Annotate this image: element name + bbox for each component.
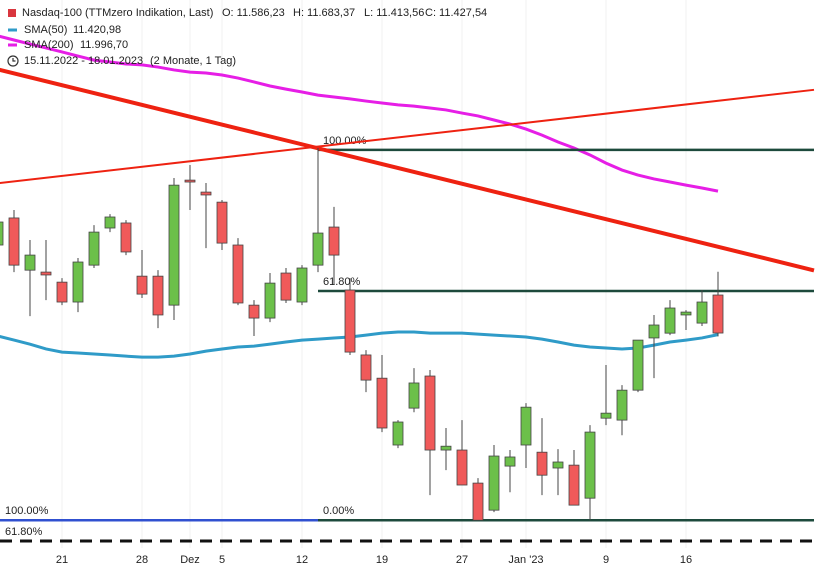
date-range: 15.11.2022 - 18.01.2023: [24, 55, 143, 67]
clock-hand: [12, 58, 16, 62]
x-tick-label: Jan '23: [508, 554, 543, 566]
candle-body: [664, 307, 676, 334]
trend-line: [0, 67, 815, 273]
trend-line: [0, 88, 815, 185]
candle-body: [632, 339, 644, 391]
legend-value: 11.996,70: [80, 39, 128, 51]
x-tick-label: 9: [603, 554, 609, 566]
candle-body: [616, 389, 628, 421]
candle-body: [424, 375, 436, 451]
legend-value: 11.420,98: [73, 24, 121, 36]
candle-body: [552, 461, 564, 469]
x-tick-label: 16: [680, 554, 692, 566]
header: Nasdaq-100 (TTMzero Indikation, Last) O:…: [7, 7, 487, 67]
period: (2 Monate, 1 Tag): [150, 55, 236, 67]
candle-body: [8, 217, 20, 266]
candle-body: [136, 275, 148, 295]
candle-body: [56, 281, 68, 303]
x-tick-label: Dez: [180, 554, 200, 566]
ohlc-label: L: 11.413,56: [364, 7, 424, 19]
fib-label: 61.80%: [323, 276, 361, 288]
candle-body: [232, 244, 244, 304]
candle-body: [712, 294, 724, 334]
sma-line: [0, 34, 719, 193]
candle-body: [376, 377, 388, 429]
chart-title: Nasdaq-100 (TTMzero Indikation, Last): [22, 7, 213, 19]
candle-body: [280, 272, 292, 301]
candle-body: [184, 179, 196, 183]
x-tick-label: 27: [456, 554, 468, 566]
candle-body: [520, 406, 532, 446]
candle-body: [536, 451, 548, 476]
ohlc-label: C: 11.427,54: [425, 7, 487, 19]
candle-body: [88, 231, 100, 266]
ohlc-label: O: 11.586,23: [222, 7, 285, 19]
x-tick-label: 19: [376, 554, 388, 566]
clock-icon: [7, 55, 19, 67]
candle-body: [120, 222, 132, 253]
x-tick-label: 28: [136, 554, 148, 566]
candle-body: [584, 431, 596, 499]
candle-body: [248, 304, 260, 319]
x-tick-label: 21: [56, 554, 68, 566]
candle-body: [328, 226, 340, 256]
x-tick-label: 12: [296, 554, 308, 566]
candle-body: [680, 311, 692, 316]
candle-body: [264, 282, 276, 319]
candle-body: [344, 289, 356, 353]
candle-body: [504, 456, 516, 467]
plot-area: 100.00%61.80%0.00%100.00%61.80%: [0, 34, 815, 543]
candle-body: [40, 271, 52, 276]
legend-label: SMA(50): [24, 24, 67, 36]
candle-body: [296, 267, 308, 303]
x-tick-label: 5: [219, 554, 225, 566]
candle-body: [152, 275, 164, 316]
candle-body: [24, 254, 36, 271]
candle-body: [216, 201, 228, 244]
candle-body: [456, 449, 468, 486]
grid: 21 28 Dez 5 12 19 27 Jan '23 9 16: [56, 0, 692, 566]
candle-body: [568, 464, 580, 506]
candle-body: [104, 216, 116, 229]
candle-body: [168, 184, 180, 306]
candle-body: [488, 455, 500, 511]
ohlc-label: H: 11.683,37: [293, 7, 355, 19]
candle-body: [600, 412, 612, 419]
candle-body: [72, 261, 84, 303]
candle-body: [360, 354, 372, 381]
candle-body: [408, 382, 420, 409]
legend-label: SMA(200): [24, 39, 74, 51]
candle-body: [0, 221, 4, 246]
candle-body: [440, 445, 452, 451]
fib-label: 0.00%: [323, 505, 354, 517]
candle-body: [472, 482, 484, 521]
candle-body: [312, 232, 324, 266]
candle-body: [392, 421, 404, 446]
sma-line: [0, 330, 719, 359]
candle-body: [696, 301, 708, 324]
fib-label: 61.80%: [5, 526, 43, 538]
candle-body: [648, 324, 660, 339]
candle-body: [200, 191, 212, 196]
series-swatch: [8, 9, 16, 17]
fib-label: 100.00%: [5, 505, 49, 517]
